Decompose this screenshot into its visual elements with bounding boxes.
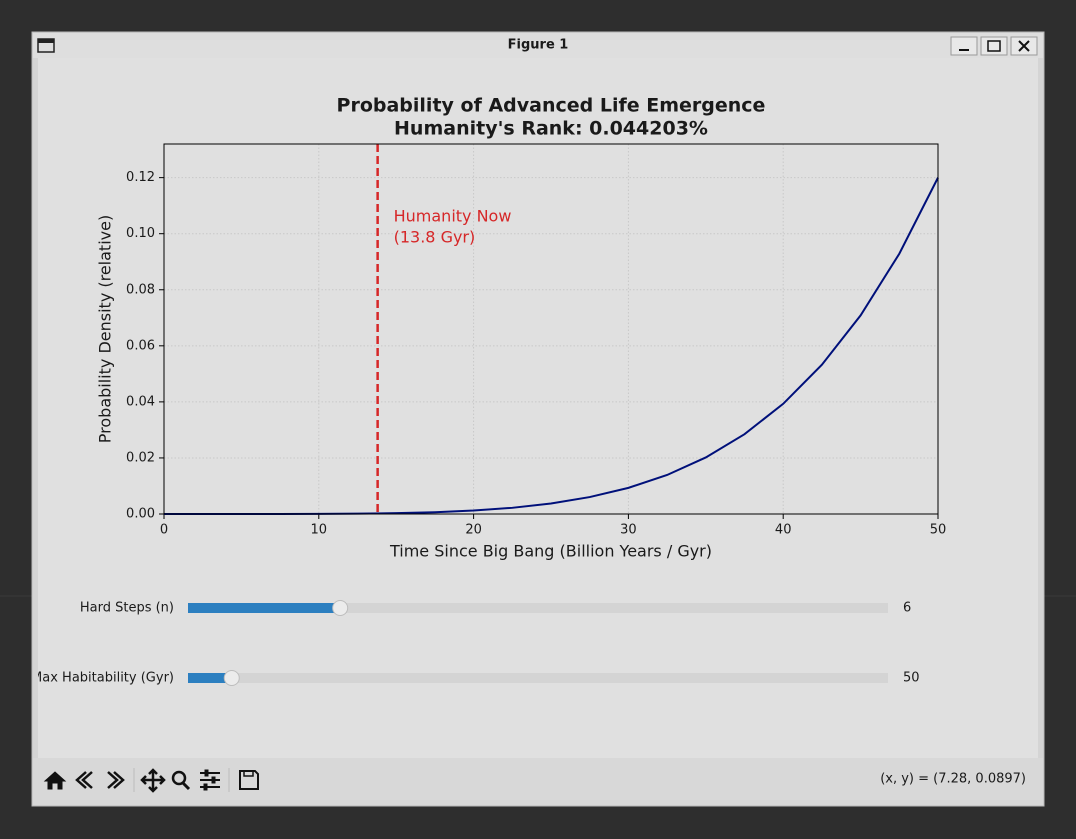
x-axis-label: Time Since Big Bang (Billion Years / Gyr… xyxy=(389,542,712,561)
zoom-handle xyxy=(181,781,191,791)
window-title: Figure 1 xyxy=(508,38,569,53)
y-tick-label: 0.02 xyxy=(126,450,155,465)
y-tick-label: 0.08 xyxy=(126,282,155,297)
slider-fill xyxy=(188,673,232,683)
y-tick-label: 0.00 xyxy=(126,507,155,522)
x-tick-label: 30 xyxy=(620,523,637,538)
x-tick-label: 40 xyxy=(775,523,792,538)
y-tick-label: 0.12 xyxy=(126,170,155,185)
slider-label: Hard Steps (n) xyxy=(80,601,174,616)
x-tick-label: 0 xyxy=(160,523,168,538)
toolbar-icons xyxy=(43,768,259,793)
home-button[interactable] xyxy=(43,771,67,790)
y-tick-label: 0.06 xyxy=(126,338,155,353)
annotation: (13.8 Gyr) xyxy=(394,228,476,247)
slider-label: Max Habitability (Gyr) xyxy=(31,671,174,686)
x-tick-label: 10 xyxy=(311,523,328,538)
slider-value: 6 xyxy=(903,601,911,616)
forward-button[interactable] xyxy=(107,771,125,789)
back-button[interactable] xyxy=(75,771,93,789)
cursor-status: (x, y) = (7.28, 0.0897) xyxy=(880,772,1026,787)
slider-track[interactable] xyxy=(188,673,888,683)
slider-handle[interactable] xyxy=(332,600,349,616)
slider-track[interactable] xyxy=(188,603,888,613)
annotation: Humanity Now xyxy=(394,207,512,226)
slider-handle[interactable] xyxy=(223,670,240,686)
pan-button[interactable] xyxy=(140,768,166,793)
y-axis-label: Probability Density (relative) xyxy=(96,215,115,443)
x-tick-label: 50 xyxy=(930,523,947,538)
title-bar xyxy=(33,33,1043,58)
toolbar xyxy=(33,758,1043,805)
chart-title: Probability of Advanced Life Emergence xyxy=(337,95,766,117)
maximize-button[interactable] xyxy=(980,36,1008,56)
window-icon-bar xyxy=(38,39,54,43)
configure-button[interactable] xyxy=(200,772,220,788)
configure-knob xyxy=(203,783,208,791)
minimize-button[interactable] xyxy=(950,36,978,56)
y-tick-label: 0.10 xyxy=(126,226,155,241)
x-tick-label: 20 xyxy=(465,523,482,538)
window-buttons xyxy=(950,36,1038,56)
chart-subtitle: Humanity's Rank: 0.044203% xyxy=(394,118,708,140)
close-icon xyxy=(1018,40,1030,52)
configure-knob xyxy=(204,769,209,777)
figure-canvas xyxy=(38,58,1038,758)
y-tick-label: 0.04 xyxy=(126,394,155,409)
axes-frame xyxy=(163,143,939,515)
save-icon-part xyxy=(243,770,254,777)
plot: 0 10 20 30 40 50 0.00 0.02 0.04 0.06 0.08 0.10 0.12 H… xyxy=(126,143,947,538)
slider-fill xyxy=(188,603,341,613)
configure-knob xyxy=(211,776,216,784)
maximize-icon xyxy=(987,40,1001,52)
sliders: Hard Steps (n) 6 Max Habitability (Gyr) 50 xyxy=(31,600,920,686)
zoom-button[interactable] xyxy=(171,770,187,786)
slider-value: 50 xyxy=(903,671,920,686)
